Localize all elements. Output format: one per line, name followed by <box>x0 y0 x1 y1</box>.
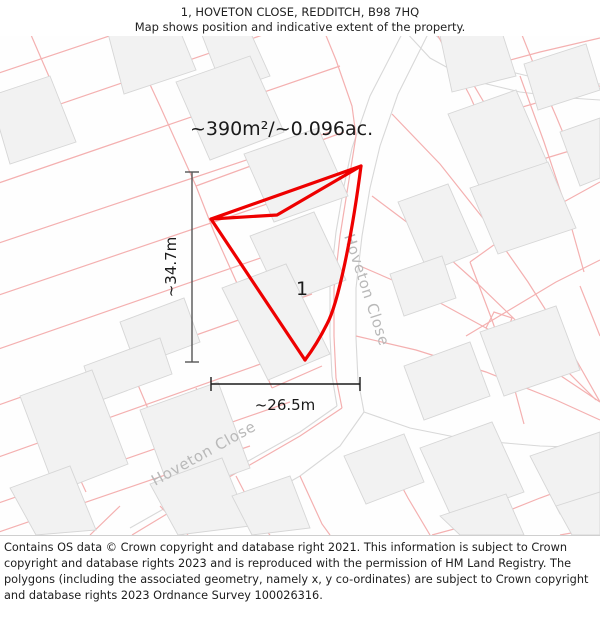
horizontal-dimension <box>210 377 361 391</box>
map-canvas[interactable]: Hoveton Close Hoveton Close 1 ~390m²/~0.… <box>0 36 600 535</box>
building-se-5 <box>555 491 600 535</box>
page-subtitle: Map shows position and indicative extent… <box>134 20 466 34</box>
building-sw-1 <box>19 369 129 493</box>
parcel-east-cross-2 <box>519 75 585 273</box>
building-se-2 <box>529 431 600 515</box>
road-edge-hoveton-east-b <box>355 36 428 413</box>
parcel-nw-3 <box>0 65 341 184</box>
parcel-east-cross-6 <box>579 285 600 337</box>
map-footer: Contains OS data © Crown copyright and d… <box>0 535 600 625</box>
building-east-4 <box>479 305 581 397</box>
parcel-sw-3 <box>299 475 331 535</box>
building-plot-lower <box>221 263 331 381</box>
building-footprints <box>0 36 600 535</box>
parcel-east-cross-4 <box>465 259 600 337</box>
building-east-5 <box>403 341 491 421</box>
vertical-dimension <box>185 171 199 363</box>
copyright-notice: Contains OS data © Crown copyright and d… <box>4 541 589 603</box>
horizontal-dimension-label: ~26.5m <box>255 396 316 414</box>
parcel-nw-5 <box>0 185 321 296</box>
road-edge-hoveton-east-a <box>329 36 402 407</box>
parcel-tie-3 <box>195 185 241 291</box>
vertical-dimension-label: ~34.7m <box>162 237 180 298</box>
building-ne-4 <box>559 117 600 187</box>
building-se-1 <box>419 421 525 519</box>
building-ne-2 <box>523 43 600 111</box>
map-header: 1, HOVETON CLOSE, REDDITCH, B98 7HQ Map … <box>0 0 600 36</box>
building-nw-1 <box>108 36 197 95</box>
building-nw-5 <box>0 75 77 165</box>
building-nw-3 <box>175 55 285 161</box>
building-sw-5 <box>231 475 311 535</box>
page-title: 1, HOVETON CLOSE, REDDITCH, B98 7HQ <box>180 5 420 19</box>
area-label: ~390m²/~0.096ac. <box>190 118 373 140</box>
plot-outline-top <box>209 164 363 221</box>
plot-number-label: 1 <box>296 278 308 300</box>
plot-outline-west <box>209 217 307 362</box>
building-se-4 <box>439 493 525 535</box>
plot-outline-east <box>303 164 363 362</box>
parcel-east-radial-4 <box>355 335 600 421</box>
building-sw-4 <box>9 465 97 535</box>
building-east-3 <box>389 255 457 317</box>
parcel-roadside-west <box>333 135 357 409</box>
parcel-central-4 <box>325 36 357 137</box>
building-east-2 <box>469 161 577 255</box>
building-se-3 <box>343 433 425 505</box>
building-east-1 <box>397 183 479 273</box>
building-ne-1 <box>439 36 517 93</box>
